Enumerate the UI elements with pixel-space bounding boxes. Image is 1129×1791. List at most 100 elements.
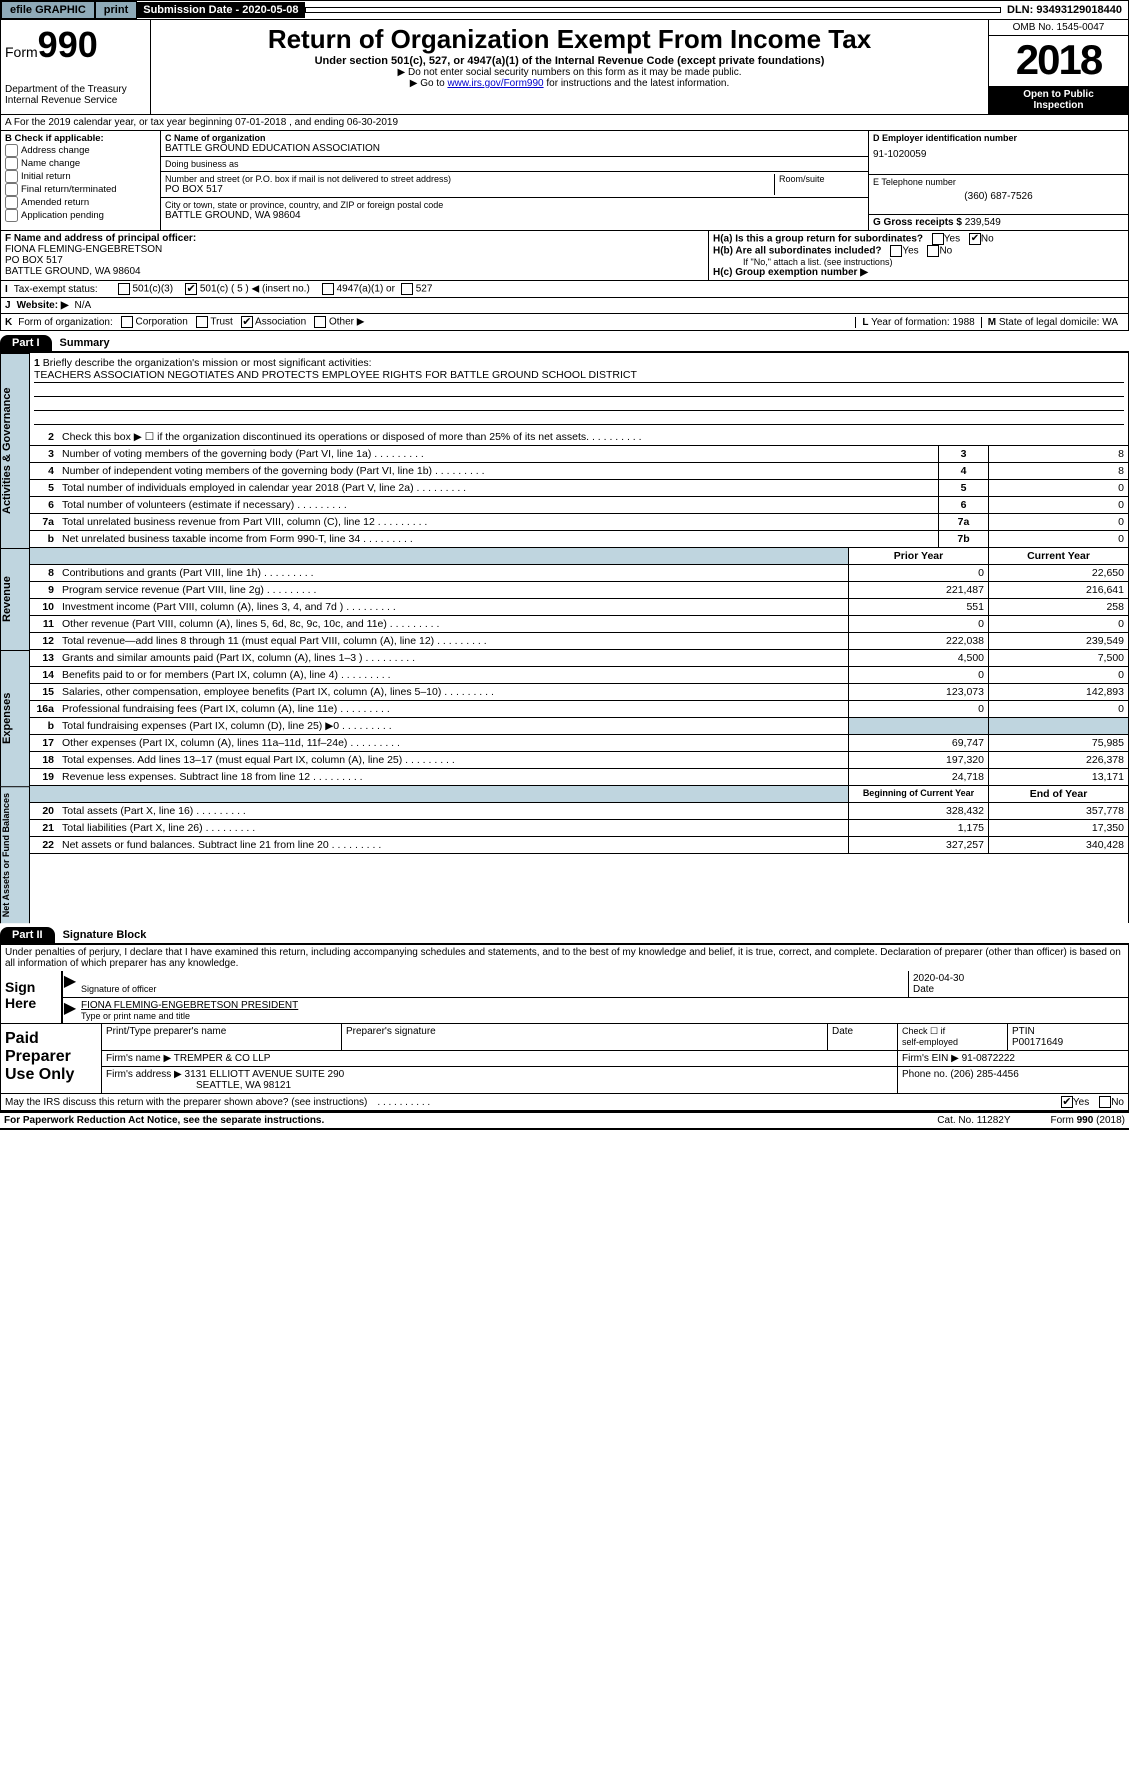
paid-label: Paid Preparer Use Only <box>1 1024 101 1093</box>
part-i-header: Part I <box>0 335 52 351</box>
form-header: Form990 Department of the Treasury Inter… <box>0 20 1129 115</box>
opt-501c3: 501(c)(3) <box>132 284 173 295</box>
gov-row: 6Total number of volunteers (estimate if… <box>30 497 1128 514</box>
firm-ein-cell: Firm's EIN ▶ 91-0872222 <box>898 1051 1128 1066</box>
chk-trust[interactable] <box>196 316 208 328</box>
officer-name: FIONA FLEMING-ENGEBRETSON <box>5 244 704 255</box>
discuss-yes: Yes <box>1073 1097 1089 1108</box>
form-990-number: 990 <box>38 24 98 65</box>
section-b-through-g: B Check if applicable: Address change Na… <box>0 131 1129 231</box>
section-f-h: F Name and address of principal officer:… <box>0 231 1129 281</box>
data-row: 13Grants and similar amounts paid (Part … <box>30 650 1128 667</box>
f-label: F Name and address of principal officer: <box>5 233 704 244</box>
l-label: L <box>862 317 868 328</box>
row-num: 4 <box>30 463 58 479</box>
ptin-cell: PTIN P00171649 <box>1008 1024 1128 1050</box>
chk-4947[interactable] <box>322 283 334 295</box>
mission-line-3 <box>34 397 1124 411</box>
data-row: bTotal fundraising expenses (Part IX, co… <box>30 718 1128 735</box>
row-text: Total liabilities (Part X, line 26) <box>58 820 848 836</box>
form-title: Return of Organization Exempt From Incom… <box>155 24 984 55</box>
hb-no-box[interactable] <box>927 245 939 257</box>
row-text: Program service revenue (Part VIII, line… <box>58 582 848 598</box>
firm-ein: 91-0872222 <box>962 1053 1015 1064</box>
chk-assoc[interactable] <box>241 316 253 328</box>
section-h: H(a) Is this a group return for subordin… <box>708 231 1128 280</box>
hb-yes-box[interactable] <box>890 245 902 257</box>
current-val: 7,500 <box>988 650 1128 666</box>
row-a-tax-year: A For the 2019 calendar year, or tax yea… <box>0 115 1129 131</box>
chk-name-change[interactable]: Name change <box>5 157 156 170</box>
name-title-label: Type or print name and title <box>81 1011 1124 1021</box>
chk-final-return[interactable]: Final return/terminated <box>5 183 156 196</box>
gross-value: 239,549 <box>965 217 1001 228</box>
chk-initial-return[interactable]: Initial return <box>5 170 156 183</box>
chk-address-change[interactable]: Address change <box>5 144 156 157</box>
prior-val: 123,073 <box>848 684 988 700</box>
goto-note: ▶ Go to www.irs.gov/Form990 for instruct… <box>155 78 984 89</box>
row-val: 0 <box>988 531 1128 547</box>
ein-cell: D Employer identification number 91-1020… <box>869 131 1128 175</box>
begin-year-hdr: Beginning of Current Year <box>848 786 988 802</box>
chk-application-pending[interactable]: Application pending <box>5 209 156 222</box>
sign-label: Sign <box>5 979 57 995</box>
form-990-ref: 990 <box>1077 1115 1094 1126</box>
officer-sig-row: ▶ Signature of officer 2020-04-30 Date <box>63 971 1128 998</box>
addr-cell: Number and street (or P.O. box if mail i… <box>161 172 868 198</box>
l-text: Year of formation: <box>871 317 950 328</box>
ha-no-box[interactable]: ✔ <box>969 233 981 245</box>
chk-501c3[interactable] <box>118 283 130 295</box>
header-left: Form990 Department of the Treasury Inter… <box>1 20 151 114</box>
prior-val: 197,320 <box>848 752 988 768</box>
expenses-body: 13Grants and similar amounts paid (Part … <box>30 650 1129 786</box>
section-d-e-g: D Employer identification number 91-1020… <box>868 131 1128 230</box>
phone-cell: E Telephone number (360) 687-7526 <box>869 175 1128 215</box>
data-row: 22Net assets or fund balances. Subtract … <box>30 837 1128 854</box>
row-text: Number of voting members of the governin… <box>58 446 938 462</box>
state-domicile: WA <box>1102 317 1118 328</box>
firm-phone-cell: Phone no. (206) 285-4456 <box>898 1067 1128 1093</box>
chk-amended-return[interactable]: Amended return <box>5 196 156 209</box>
discuss-no-box[interactable] <box>1099 1096 1111 1108</box>
chk-527[interactable] <box>401 283 413 295</box>
irs-link[interactable]: www.irs.gov/Form990 <box>447 78 543 89</box>
opt-501c: 501(c) ( 5 ) ◀ (insert no.) <box>200 284 310 295</box>
h-a-row: H(a) Is this a group return for subordin… <box>713 233 1124 245</box>
section-b: B Check if applicable: Address change Na… <box>1 131 161 230</box>
vtab-revenue: Revenue <box>0 548 30 650</box>
efile-button[interactable]: efile GRAPHIC <box>1 1 95 19</box>
row-num: 7a <box>30 514 58 530</box>
current-val: 142,893 <box>988 684 1128 700</box>
paid-body: Print/Type preparer's name Preparer's si… <box>101 1024 1128 1093</box>
data-row: 11Other revenue (Part VIII, column (A), … <box>30 616 1128 633</box>
chk-amended-return-label: Amended return <box>21 197 89 208</box>
end-year-hdr: End of Year <box>988 786 1128 802</box>
opt-other: Other ▶ <box>329 317 364 328</box>
part-ii-header: Part II <box>0 927 55 943</box>
city-value: BATTLE GROUND, WA 98604 <box>165 210 864 221</box>
firm-addr-cell: Firm's address ▶ 3131 ELLIOTT AVENUE SUI… <box>102 1067 898 1093</box>
chk-corp[interactable] <box>121 316 133 328</box>
print-button[interactable]: print <box>95 1 137 19</box>
chk-501c[interactable] <box>185 283 197 295</box>
officer-name-row: ▶ FIONA FLEMING-ENGEBRETSON PRESIDENT Ty… <box>63 998 1128 1023</box>
chk-other[interactable] <box>314 316 326 328</box>
row-text: Total unrelated business revenue from Pa… <box>58 514 938 530</box>
firm-phone-label: Phone no. <box>902 1069 948 1080</box>
row-box: 3 <box>938 446 988 462</box>
phone-label: E Telephone number <box>873 177 1124 187</box>
prior-val: 0 <box>848 701 988 717</box>
discuss-row: May the IRS discuss this return with the… <box>0 1094 1129 1111</box>
current-val: 17,350 <box>988 820 1128 836</box>
open-public: Open to Public Inspection <box>989 86 1128 114</box>
prior-val: 0 <box>848 565 988 581</box>
prior-val: 328,432 <box>848 803 988 819</box>
data-row: 16aProfessional fundraising fees (Part I… <box>30 701 1128 718</box>
current-val: 13,171 <box>988 769 1128 785</box>
current-val: 0 <box>988 667 1128 683</box>
discuss-yes-box[interactable] <box>1061 1096 1073 1108</box>
data-row: 17Other expenses (Part IX, column (A), l… <box>30 735 1128 752</box>
data-row: 20Total assets (Part X, line 16)328,4323… <box>30 803 1128 820</box>
row-text: Net assets or fund balances. Subtract li… <box>58 837 848 853</box>
ha-yes-box[interactable] <box>932 233 944 245</box>
